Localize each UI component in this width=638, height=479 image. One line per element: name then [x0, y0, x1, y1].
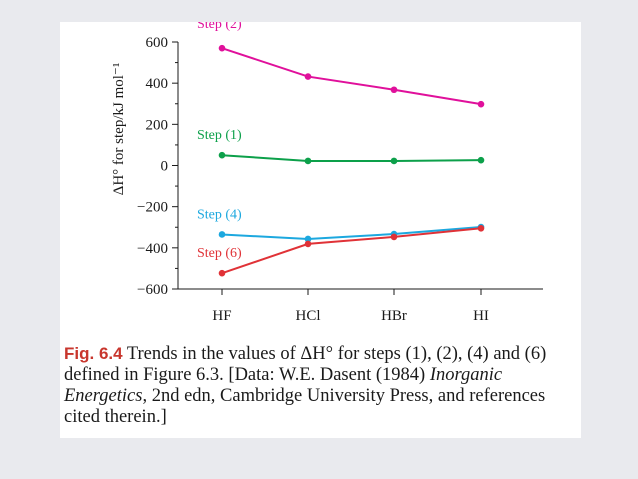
- data-point-step-1: [218, 151, 226, 159]
- data-point-step-2: [304, 73, 312, 80]
- y-tick-label: 200: [146, 117, 169, 133]
- data-point-step-6: [304, 240, 312, 248]
- x-tick-label: HI: [473, 308, 489, 322]
- x-tick-label: HBr: [381, 308, 407, 322]
- caption-text-3: , 2nd edn, Cambridge University Press, a…: [64, 386, 546, 427]
- data-point-step-6: [218, 269, 226, 277]
- series-line-step-2: [221, 47, 482, 106]
- series-label-step-4: Step (4): [197, 207, 242, 222]
- series-line-step-1: [221, 154, 482, 162]
- data-point-step-1: [304, 157, 312, 165]
- caption-italic: Inorganic Energetics: [64, 365, 503, 406]
- data-point-step-6: [477, 224, 485, 232]
- caption-text-2: for steps (1), (2), (4) and (6) defined …: [64, 344, 547, 385]
- data-point-step-2: [218, 44, 226, 52]
- series-label-step-6: Step (6): [197, 246, 242, 261]
- data-point-step-2: [390, 86, 398, 94]
- series-line-step-6: [221, 227, 482, 275]
- y-tick-label: −600: [137, 282, 168, 298]
- series-labels: Step (2) Step (1) Step (4) Step (6): [197, 22, 242, 261]
- data-point-step-4: [218, 231, 226, 238]
- data-point-step-6: [390, 233, 398, 241]
- axes: 600 400 200 0 −200 −400 −600 HF HCl HBr HI: [137, 35, 543, 322]
- series-line-step-4: [221, 226, 482, 240]
- series-layer: [218, 44, 485, 277]
- series-label-step-1: Step (1): [197, 128, 242, 143]
- line-chart: 600 400 200 0 −200 −400 −600 HF HCl HBr HI Step (2…: [111, 22, 543, 322]
- caption-symbol: ΔH°: [300, 344, 334, 364]
- caption-label: Fig. 6.4: [64, 344, 123, 363]
- y-tick-label: 400: [146, 76, 169, 92]
- slide: 600 400 200 0 −200 −400 −600 HF HCl HBr HI Step (2…: [60, 22, 581, 438]
- data-point-step-2: [477, 100, 485, 108]
- data-point-step-4: [304, 235, 312, 243]
- data-point-step-1: [477, 156, 485, 164]
- series-label-step-2: Step (2): [197, 22, 242, 32]
- caption-text-1: Trends in the values of: [122, 344, 301, 364]
- y-tick-label: −200: [137, 200, 168, 216]
- data-point-step-1: [390, 157, 398, 165]
- figure-caption: Fig. 6.4 Trends in the values of ΔH° for…: [64, 343, 579, 428]
- x-tick-label: HF: [212, 308, 231, 322]
- y-axis-label: ΔH° for step/kJ mol⁻¹: [111, 63, 127, 196]
- y-tick-label: 600: [146, 35, 169, 51]
- x-tick-label: HCl: [295, 308, 320, 322]
- y-tick-label: −400: [137, 241, 168, 257]
- y-tick-label: 0: [161, 159, 169, 175]
